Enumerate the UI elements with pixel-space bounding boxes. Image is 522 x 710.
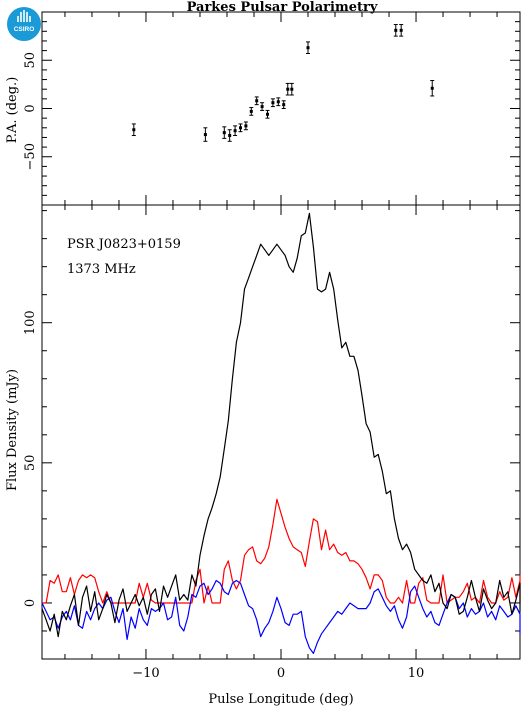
x-tick-label: −10 [132, 666, 159, 681]
x-tick-label: 10 [408, 666, 425, 681]
x-axis-label: Pulse Longitude (deg) [208, 692, 353, 707]
pa-axis-ticks: −50 0 50 [23, 12, 520, 205]
total-intensity-line [41, 212, 521, 638]
flux-y-tick-label: 50 [23, 455, 38, 472]
pa-point [289, 82, 294, 96]
pa-point [270, 98, 275, 108]
pa-point [281, 100, 286, 109]
pa-point [306, 41, 311, 54]
pa-point [222, 126, 227, 139]
csiro-logo-text: CSIRO [14, 26, 35, 33]
pa-point [393, 24, 398, 37]
pa-point [238, 123, 243, 133]
pa-point [243, 121, 248, 131]
csiro-logo-bars [17, 10, 31, 22]
pa-point [430, 80, 435, 97]
chart-title: Parkes Pulsar Polarimetry [187, 0, 378, 15]
pa-point [285, 82, 290, 96]
pa-point [249, 107, 254, 116]
pulsar-name-annotation: PSR J0823+0159 [67, 237, 181, 252]
flux-y-tick-label: 0 [23, 599, 38, 607]
pa-point [131, 123, 136, 137]
pa-y-tick-label: 0 [23, 104, 38, 112]
x-tick-label: 0 [277, 666, 285, 681]
pa-point [233, 125, 238, 137]
pa-panel-frame [41, 11, 521, 206]
pa-point [203, 127, 208, 142]
frequency-annotation: 1373 MHz [67, 262, 136, 277]
pa-point [227, 129, 232, 142]
linear-polarization-line [42, 498, 521, 604]
flux-series-lines [41, 212, 521, 655]
flux-y-label: Flux Density (mJy) [5, 369, 20, 491]
pa-data-points [131, 24, 435, 142]
pa-point [254, 96, 259, 106]
csiro-logo: CSIRO [7, 7, 41, 41]
pa-point [399, 24, 404, 37]
pa-y-tick-label: 50 [23, 52, 38, 69]
csiro-logo-circle [7, 7, 41, 41]
pa-y-label: P.A. (deg.) [5, 77, 20, 144]
pa-point [276, 97, 281, 107]
pa-point [260, 102, 265, 111]
pa-y-tick-label: −50 [23, 143, 38, 170]
pa-point [265, 109, 270, 119]
flux-y-tick-label: 100 [23, 310, 38, 335]
